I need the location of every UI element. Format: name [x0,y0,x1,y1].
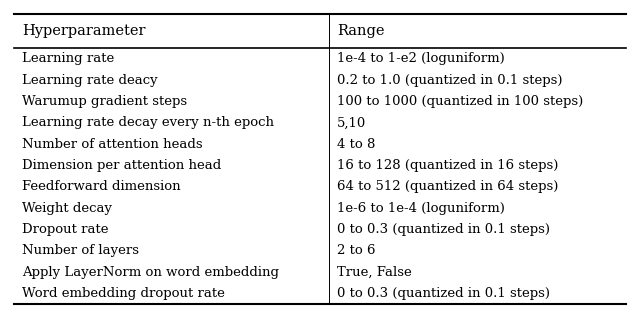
Text: Learning rate deacy: Learning rate deacy [22,74,157,87]
Text: Number of layers: Number of layers [22,244,139,257]
Text: Apply LayerNorm on word embedding: Apply LayerNorm on word embedding [22,266,279,279]
Text: True, False: True, False [337,266,412,279]
Text: 2 to 6: 2 to 6 [337,244,375,257]
Text: Number of attention heads: Number of attention heads [22,138,202,151]
Text: Warumup gradient steps: Warumup gradient steps [22,95,187,108]
Text: Learning rate decay every n-th epoch: Learning rate decay every n-th epoch [22,116,274,129]
Text: 1e-6 to 1e-4 (loguniform): 1e-6 to 1e-4 (loguniform) [337,202,505,215]
Text: 1e-4 to 1-e2 (loguniform): 1e-4 to 1-e2 (loguniform) [337,52,504,65]
Text: Feedforward dimension: Feedforward dimension [22,180,180,193]
Text: 4 to 8: 4 to 8 [337,138,375,151]
Text: Dimension per attention head: Dimension per attention head [22,159,221,172]
Text: 0 to 0.3 (quantized in 0.1 steps): 0 to 0.3 (quantized in 0.1 steps) [337,223,550,236]
Text: 0 to 0.3 (quantized in 0.1 steps): 0 to 0.3 (quantized in 0.1 steps) [337,287,550,300]
Text: 100 to 1000 (quantized in 100 steps): 100 to 1000 (quantized in 100 steps) [337,95,583,108]
Text: Range: Range [337,24,385,38]
Text: 0.2 to 1.0 (quantized in 0.1 steps): 0.2 to 1.0 (quantized in 0.1 steps) [337,74,563,87]
Text: Dropout rate: Dropout rate [22,223,108,236]
Text: 16 to 128 (quantized in 16 steps): 16 to 128 (quantized in 16 steps) [337,159,558,172]
Text: 64 to 512 (quantized in 64 steps): 64 to 512 (quantized in 64 steps) [337,180,558,193]
Text: Learning rate: Learning rate [22,52,114,65]
Text: Hyperparameter: Hyperparameter [22,24,145,38]
Text: 5,10: 5,10 [337,116,366,129]
Text: Word embedding dropout rate: Word embedding dropout rate [22,287,225,300]
Text: Weight decay: Weight decay [22,202,112,215]
